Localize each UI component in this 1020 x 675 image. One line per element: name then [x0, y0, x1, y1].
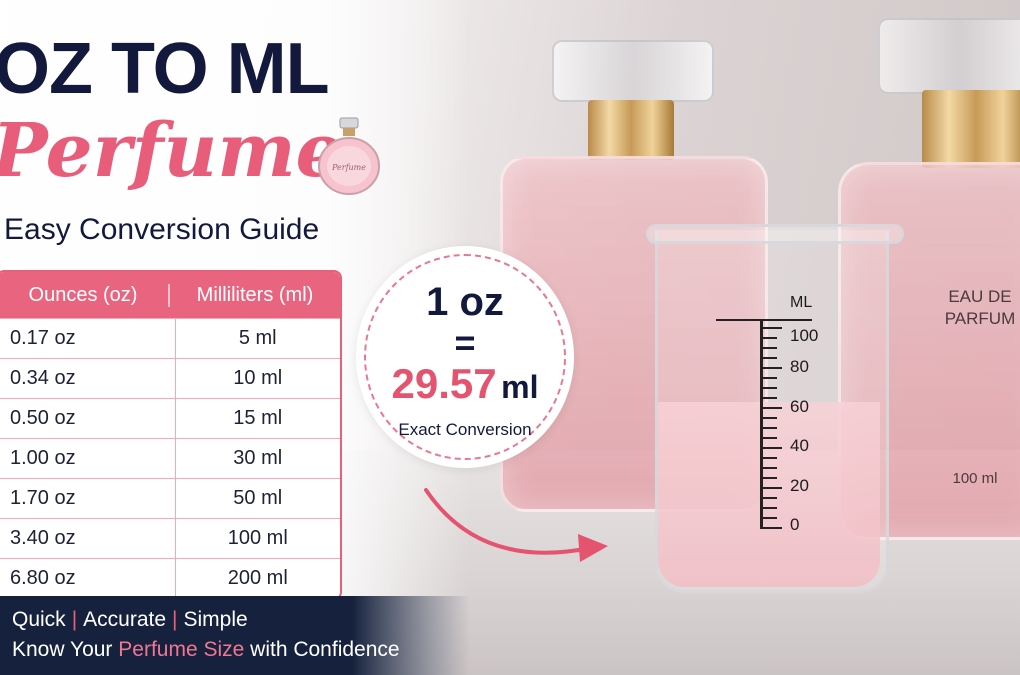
cell-oz: 0.17 oz	[10, 327, 76, 349]
badge-unit: ml	[501, 369, 539, 405]
beaker-tick	[763, 467, 777, 469]
tag-quick: Quick	[12, 608, 66, 631]
cell-ml: 10 ml	[174, 359, 341, 398]
beaker-tick	[763, 497, 777, 499]
conversion-table: Ounces (oz) Milliliters (ml) 0.17 oz 5 ml…	[0, 270, 342, 600]
beaker-rim	[646, 224, 904, 244]
cell-ml: 5 ml	[174, 319, 341, 358]
cell-oz: 1.70 oz	[10, 487, 76, 509]
subtitle: Easy Conversion Guide	[4, 213, 320, 246]
badge-value: 29.57	[391, 360, 497, 407]
beaker-tick	[760, 487, 782, 489]
perfume-bottle-icon: Perfume	[318, 117, 380, 195]
beaker-top-line	[716, 319, 812, 321]
column-header-oz: Ounces (oz)	[28, 283, 138, 306]
cell-oz: 6.80 oz	[10, 567, 76, 589]
column-header-ml: Milliliters (ml)	[168, 283, 340, 307]
beaker-tick	[763, 417, 777, 419]
beaker-glass	[655, 230, 889, 593]
beaker-tick	[763, 457, 777, 459]
beaker-mark-100: 100	[790, 326, 819, 345]
table-row: 3.40 oz 100 ml	[0, 518, 340, 558]
table-row: 0.50 oz 15 ml	[0, 398, 340, 438]
badge-dashed-ring	[364, 254, 566, 460]
tag-accurate: Accurate	[83, 608, 167, 631]
badge-caption: Exact Conversion	[398, 420, 532, 439]
cell-ml: 100 ml	[174, 519, 341, 558]
beaker-tick	[763, 397, 777, 399]
cell-oz: 0.50 oz	[10, 407, 76, 429]
cell-oz: 3.40 oz	[10, 527, 76, 549]
table-header: Ounces (oz) Milliliters (ml)	[0, 272, 340, 318]
cell-ml: 50 ml	[174, 479, 341, 518]
beaker-tick	[763, 357, 777, 359]
beaker-tick	[763, 337, 777, 339]
page-title: OZ TO ML	[0, 29, 330, 109]
cell-ml: 30 ml	[174, 439, 341, 478]
beaker-tick	[763, 437, 777, 439]
beaker-mark-60: 60	[790, 397, 809, 416]
beaker-unit-label: ML	[790, 294, 813, 311]
table-row: 6.80 oz 200 ml	[0, 558, 340, 598]
slogan-prefix: Know Your	[12, 638, 119, 661]
bottle-label-line2: PARFUM	[944, 309, 1016, 328]
beaker-tick	[760, 367, 782, 369]
beaker-tick	[763, 517, 777, 519]
beaker-tick	[763, 347, 777, 349]
beaker-tick	[760, 407, 782, 409]
beaker-tick	[760, 447, 782, 449]
beaker-mark-80: 80	[790, 357, 809, 376]
table-row: 0.34 oz 10 ml	[0, 358, 340, 398]
slogan-accent: Perfume Size	[118, 638, 245, 661]
footer-banner: Quick | Accurate | Simple Know Your Perfume …	[0, 596, 470, 675]
beaker-mark-0: 0	[790, 515, 800, 534]
beaker-mark-20: 20	[790, 476, 809, 495]
conversion-badge: 1 oz = 29.57 ml Exact Conversion	[356, 246, 574, 468]
cell-oz: 1.00 oz	[10, 447, 76, 469]
badge-equals: =	[454, 322, 476, 363]
mini-bottle-label: Perfume	[331, 163, 366, 172]
tag-separator: |	[172, 608, 178, 631]
cell-ml: 15 ml	[174, 399, 341, 438]
table-row: 0.17 oz 5 ml	[0, 318, 340, 358]
cell-ml: 200 ml	[174, 559, 341, 598]
footer-slogan: Know Your Perfume Size with Confidence	[12, 638, 400, 662]
beaker-tick	[763, 507, 777, 509]
beaker-liquid	[658, 402, 880, 587]
badge-oz: 1 oz	[426, 280, 504, 324]
tag-separator: |	[71, 608, 78, 631]
beaker-tick	[763, 377, 777, 379]
badge-value-line: 29.57 ml	[356, 360, 574, 408]
script-title: Perfume	[0, 108, 343, 194]
beaker-tick	[763, 387, 777, 389]
beaker-tick	[760, 327, 782, 329]
bottle-label-line1: EAU DE	[948, 287, 1012, 306]
footer-tagline: Quick | Accurate | Simple	[12, 608, 248, 632]
beaker-tick	[763, 427, 777, 429]
tag-simple: Simple	[183, 608, 248, 631]
cell-oz: 0.34 oz	[10, 367, 76, 389]
table-row: 1.70 oz 50 ml	[0, 478, 340, 518]
slogan-suffix: with Confidence	[244, 638, 400, 661]
table-row: 1.00 oz 30 ml	[0, 438, 340, 478]
beaker-scale-line	[760, 320, 763, 528]
curved-arrow-icon	[424, 488, 608, 562]
beaker-tick	[760, 527, 782, 529]
beaker-mark-40: 40	[790, 436, 809, 455]
beaker-tick	[763, 477, 777, 479]
bottle-volume-label: 100 ml	[952, 470, 998, 487]
